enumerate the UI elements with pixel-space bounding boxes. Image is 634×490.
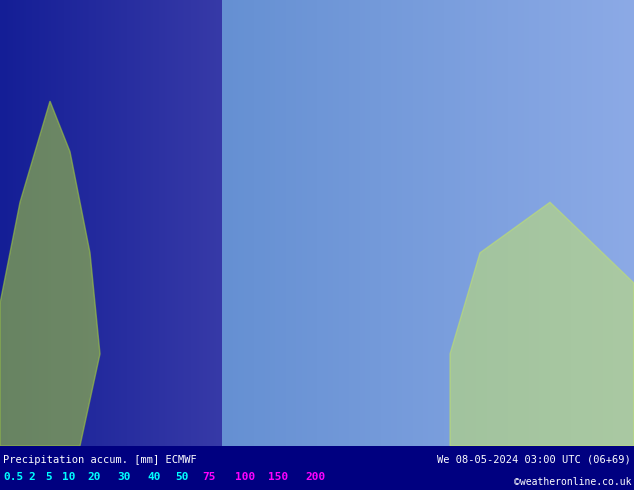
Text: 0.5: 0.5 — [3, 472, 23, 482]
Text: 150: 150 — [268, 472, 288, 482]
Text: 100: 100 — [235, 472, 256, 482]
Text: We 08-05-2024 03:00 UTC (06+69): We 08-05-2024 03:00 UTC (06+69) — [437, 455, 631, 465]
Text: 75: 75 — [202, 472, 216, 482]
Polygon shape — [0, 101, 100, 446]
Text: 5: 5 — [45, 472, 52, 482]
Text: ©weatheronline.co.uk: ©weatheronline.co.uk — [514, 477, 631, 487]
Text: 200: 200 — [305, 472, 325, 482]
Polygon shape — [450, 202, 634, 446]
Text: 20: 20 — [87, 472, 101, 482]
Text: 2: 2 — [28, 472, 35, 482]
Text: 30: 30 — [117, 472, 131, 482]
Text: 40: 40 — [147, 472, 160, 482]
Text: 50: 50 — [175, 472, 188, 482]
Text: 10: 10 — [62, 472, 75, 482]
Text: Precipitation accum. [mm] ECMWF: Precipitation accum. [mm] ECMWF — [3, 455, 197, 465]
